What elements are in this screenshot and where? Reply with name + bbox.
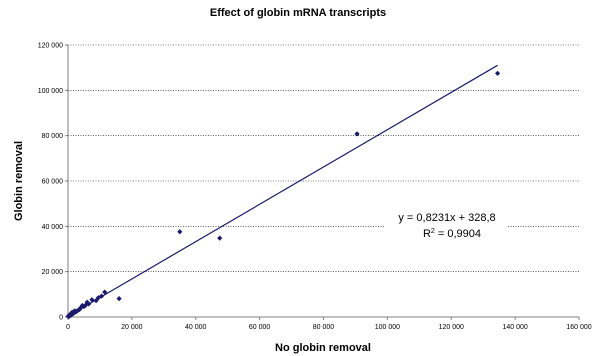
x-tick-label-8: 160 000 xyxy=(566,324,591,331)
trendline-equation-box: y = 0,8231x + 328,8 R2 = 0,9904 xyxy=(385,205,507,243)
x-axis-title: No globin removal xyxy=(275,342,371,354)
r-squared-value: = 0,9904 xyxy=(435,228,481,240)
trendline xyxy=(67,64,498,317)
data-point-1 xyxy=(354,131,360,137)
x-tick-label-6: 120 000 xyxy=(439,324,464,331)
data-point-23 xyxy=(69,309,75,315)
y-tick-label-4: 80 000 xyxy=(42,133,64,140)
data-points xyxy=(65,70,501,320)
data-point-9 xyxy=(89,297,95,303)
x-tick-label-3: 60 000 xyxy=(249,324,271,331)
data-point-8 xyxy=(93,298,99,304)
y-axis-title: Globin removal xyxy=(13,141,25,221)
y-tick-label-3: 60 000 xyxy=(42,179,64,186)
x-axis-ticks: 0 20 000 40 000 60 000 80 000 100 000 120 000 1… xyxy=(66,317,592,331)
y-tick-label-5: 100 000 xyxy=(38,88,63,95)
data-point-13 xyxy=(81,303,87,310)
x-tick-label-7: 140 000 xyxy=(502,324,527,331)
equation-background xyxy=(385,205,507,243)
data-point-31 xyxy=(65,313,71,319)
gridlines xyxy=(68,44,579,272)
x-tick-label-4: 80 000 xyxy=(313,324,335,331)
data-point-0 xyxy=(494,70,501,76)
data-point-4 xyxy=(116,296,122,302)
data-point-5 xyxy=(102,289,108,295)
x-tick-label-5: 100 000 xyxy=(375,324,400,331)
trendline-equation: y = 0,8231x + 328,8 xyxy=(398,212,495,224)
y-tick-label-2: 40 000 xyxy=(42,224,64,231)
y-tick-label-0: 0 xyxy=(59,315,63,322)
x-tick-label-2: 40 000 xyxy=(185,324,207,331)
data-point-2 xyxy=(217,235,223,241)
y-tick-label-6: 120 000 xyxy=(38,43,63,50)
data-point-3 xyxy=(177,229,183,235)
x-tick-label-1: 20 000 xyxy=(121,324,143,331)
x-tick-label-0: 0 xyxy=(66,324,70,331)
r-squared-superscript: 2 xyxy=(431,228,435,235)
y-tick-label-1: 20 000 xyxy=(42,269,64,276)
y-axis-ticks: 0 20 000 40 000 60 000 80 000 100 000 120 000 xyxy=(38,43,68,322)
r-squared-r: R xyxy=(423,228,431,240)
r-squared-label: R2 = 0,9904 xyxy=(423,228,481,240)
chart-title: Effect of globin mRNA transcripts xyxy=(210,7,386,19)
